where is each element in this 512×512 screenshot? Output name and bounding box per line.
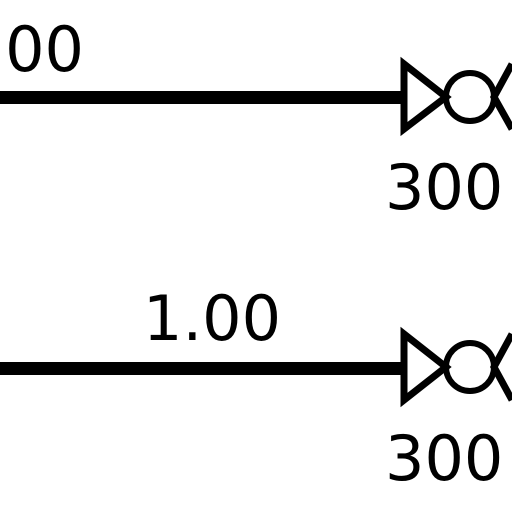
pipe-line-2 [0, 362, 404, 375]
pipe-row-2: 1.00 300 [0, 282, 512, 495]
pipe-label-2: 1.00 [143, 282, 281, 355]
valve-label-1: 300 [385, 151, 503, 224]
pipe-label-1: 1.00 [0, 13, 84, 86]
pipe-row-1: 1.00 300 [0, 13, 512, 224]
valve-label-2: 300 [385, 422, 503, 495]
valve-icon [400, 326, 512, 408]
valve-icon [400, 56, 512, 137]
pipe-line-1 [0, 91, 404, 104]
